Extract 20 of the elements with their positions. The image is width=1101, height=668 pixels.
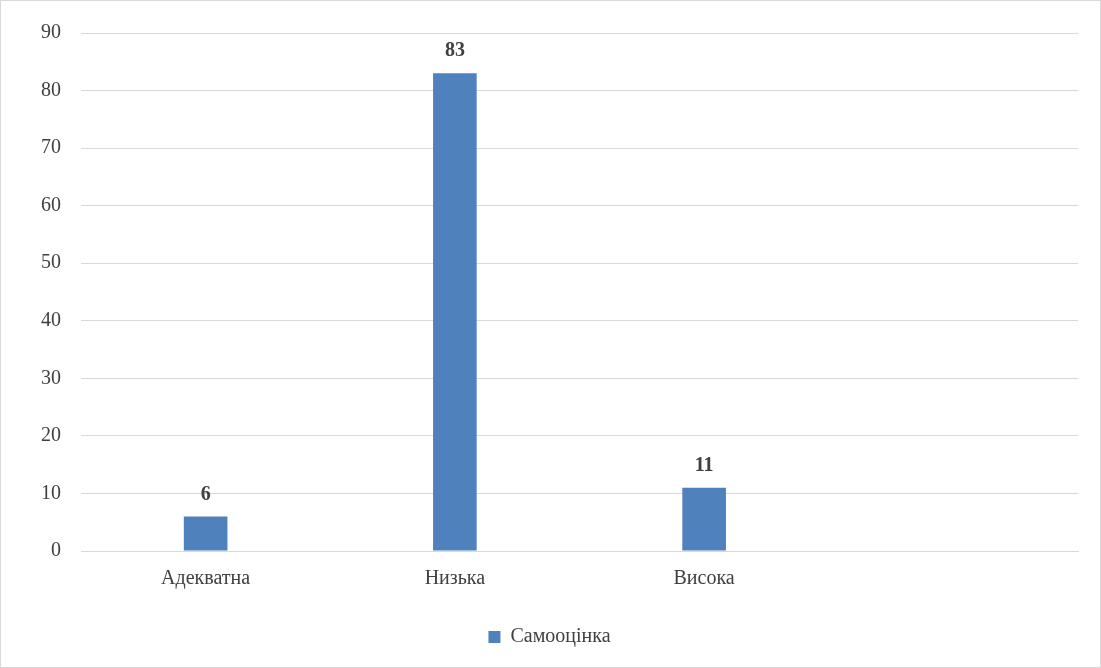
y-tick-label: 40 <box>41 308 61 331</box>
y-tick-label: 30 <box>41 365 61 388</box>
y-tick-label: 90 <box>41 20 61 43</box>
y-tick-label: 80 <box>41 77 61 100</box>
y-tick-label: 60 <box>41 192 61 215</box>
y-tick-label: 20 <box>41 423 61 446</box>
legend-label: Самооцінка <box>510 624 611 648</box>
x-tick-label: Висока <box>673 566 735 589</box>
y-tick-label: 10 <box>41 480 61 503</box>
bar <box>183 516 228 551</box>
y-tick-label: 70 <box>41 135 61 158</box>
data-label: 11 <box>694 452 714 475</box>
y-tick-label: 50 <box>41 250 61 273</box>
x-tick-label: Адекватна <box>161 566 251 590</box>
data-label: 83 <box>444 38 465 61</box>
data-label: 6 <box>200 481 211 504</box>
bar <box>682 487 726 551</box>
y-tick-label: 0 <box>51 538 61 561</box>
bar <box>433 73 477 551</box>
x-tick-label: Низька <box>424 566 486 589</box>
